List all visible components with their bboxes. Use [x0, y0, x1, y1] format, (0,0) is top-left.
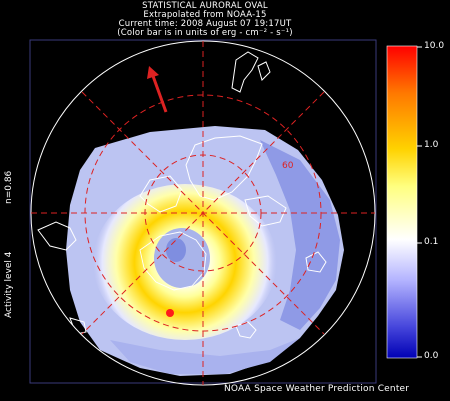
sun-direction-arrow: [147, 66, 168, 113]
latitude-label: 60: [282, 161, 294, 171]
position-marker: [166, 309, 174, 317]
colorbar-ticks: [417, 46, 422, 358]
colorbar-label-max: 10.0: [424, 41, 445, 51]
colorbar: [386, 45, 418, 359]
title-line-4: (Color bar is in units of erg - cm⁻² - s…: [117, 28, 293, 38]
title-line-1: STATISTICAL AURORAL OVAL: [142, 1, 268, 11]
coverage-darker-band: [260, 140, 340, 330]
coordinate-grid: [31, 41, 375, 385]
coastline-greenland: [185, 135, 263, 201]
coastline-canada: [139, 175, 287, 227]
title-line-3: Current time: 2008 August 07 19:17UT: [118, 19, 292, 29]
credit-label: NOAA Space Weather Prediction Center: [224, 384, 410, 394]
coastline-alaska: [139, 231, 207, 291]
colorbar-label-01: 0.1: [424, 237, 439, 247]
colorbar-label-min: 0.0: [424, 351, 439, 361]
coverage-low-band: [110, 338, 300, 374]
coastline-europe: [231, 51, 271, 93]
colorbar-label-1: 1.0: [424, 140, 439, 150]
polar-cap-core: [166, 238, 186, 262]
title-line-2: Extrapolated from NOAA-15: [143, 10, 267, 20]
